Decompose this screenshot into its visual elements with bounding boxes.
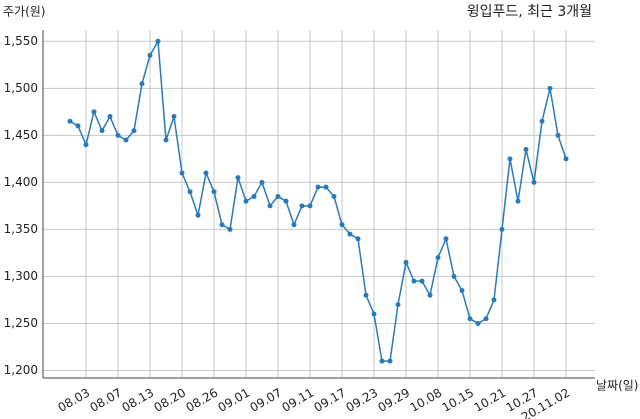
x-axis-label: 날짜(일): [596, 379, 638, 393]
point: [283, 198, 289, 204]
x-tick-label: 09.29: [375, 386, 412, 415]
point: [211, 189, 217, 195]
point: [91, 109, 97, 115]
y-tick-label: 1,450: [4, 128, 38, 142]
x-tick-label: 09.07: [247, 386, 284, 415]
x-tick-label: 08.20: [151, 386, 188, 415]
y-tick-label: 1,250: [4, 316, 38, 330]
point: [451, 273, 457, 279]
point: [315, 184, 321, 190]
y-tick-label: 1,350: [4, 222, 38, 236]
point: [227, 226, 233, 232]
point: [259, 179, 265, 185]
point: [539, 118, 545, 124]
point: [299, 203, 305, 209]
point: [483, 316, 489, 322]
x-tick-label: 09.11: [279, 386, 316, 415]
point: [155, 38, 161, 44]
point: [467, 316, 473, 322]
point: [147, 52, 153, 58]
point: [371, 311, 377, 317]
x-tick-label: 08.07: [87, 386, 124, 415]
point: [475, 320, 481, 326]
point: [323, 184, 329, 190]
x-tick-label: 10.21: [471, 386, 508, 415]
point: [131, 128, 137, 134]
point: [379, 358, 385, 364]
point: [307, 203, 313, 209]
point: [347, 231, 353, 237]
point: [291, 222, 297, 228]
point: [203, 170, 209, 176]
point: [435, 255, 441, 261]
point: [123, 137, 129, 143]
point: [531, 179, 537, 185]
point: [555, 132, 561, 138]
x-tick-label: 09.17: [311, 386, 348, 415]
x-tick-label: 08.13: [119, 386, 156, 415]
point: [419, 278, 425, 284]
point: [547, 85, 553, 91]
point: [499, 226, 505, 232]
point: [331, 193, 337, 199]
point: [427, 292, 433, 298]
point: [523, 146, 529, 152]
point: [491, 297, 497, 303]
x-tick-label: 09.01: [215, 386, 252, 415]
chart-title: 윙입푸드, 최근 3개월: [467, 4, 592, 20]
point: [243, 198, 249, 204]
point: [195, 212, 201, 218]
point: [387, 358, 393, 364]
y-tick-label: 1,400: [4, 175, 38, 189]
point: [139, 81, 145, 87]
point: [395, 302, 401, 308]
point: [107, 114, 113, 120]
line: [69, 38, 567, 362]
point: [267, 203, 273, 209]
point: [355, 236, 361, 242]
point: [163, 137, 169, 143]
point: [403, 259, 409, 265]
point: [363, 292, 369, 298]
point: [171, 114, 177, 120]
x-tick-label: 08.03: [55, 386, 92, 415]
point: [187, 189, 193, 195]
point: [235, 175, 241, 181]
point: [563, 156, 569, 162]
point: [411, 278, 417, 284]
point: [443, 236, 449, 242]
point: [459, 288, 465, 294]
point: [99, 128, 105, 134]
point: [83, 142, 89, 148]
y-tick-label: 1,500: [4, 81, 38, 95]
y-tick-label: 1,300: [4, 269, 38, 283]
x-tick-label: 09.23: [343, 386, 380, 415]
point: [251, 193, 257, 199]
point: [67, 118, 73, 124]
y-tick-label: 1,550: [4, 34, 38, 48]
point: [275, 193, 281, 199]
x-tick-label: 10.15: [439, 386, 476, 415]
x-tick-label: 08.26: [183, 386, 220, 415]
point: [75, 123, 81, 129]
y-tick-label: 1,200: [4, 363, 38, 377]
point: [179, 170, 185, 176]
point: [115, 132, 121, 138]
x-tick-label: 10.08: [407, 386, 444, 415]
point: [339, 222, 345, 228]
point: [219, 222, 225, 228]
point: [507, 156, 513, 162]
point: [515, 198, 521, 204]
y-axis-label: 주가(원): [3, 5, 45, 19]
